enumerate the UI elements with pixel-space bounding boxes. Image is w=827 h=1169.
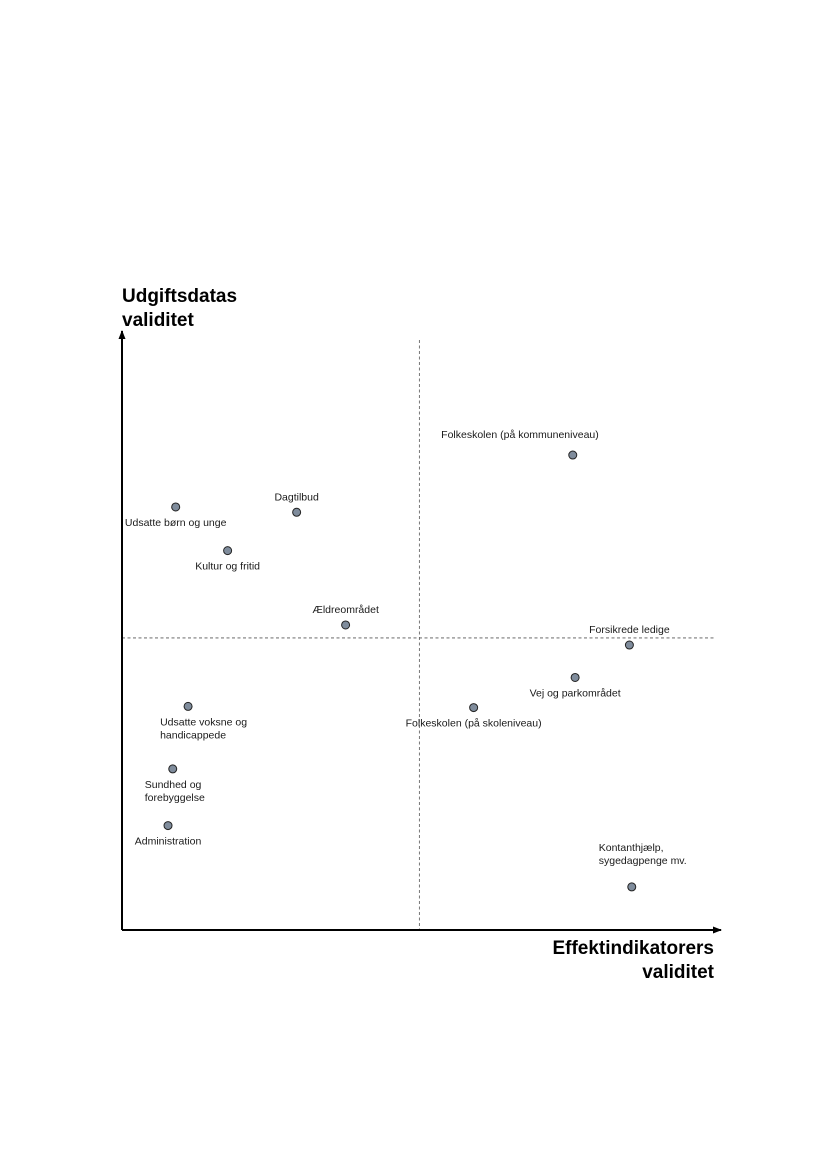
data-point xyxy=(341,620,351,630)
x-axis-title: Effektindikatorers validitet xyxy=(552,937,714,985)
data-point xyxy=(469,703,479,713)
point-label: Sundhed og forebyggelse xyxy=(145,779,205,804)
data-point xyxy=(568,450,578,460)
data-point xyxy=(183,701,193,711)
point-label: Udsatte voksne og handicappede xyxy=(160,716,247,741)
data-point xyxy=(223,546,233,556)
data-point xyxy=(624,640,634,650)
point-label: Ældreområdet xyxy=(312,604,379,616)
y-axis-title-line2: validitet xyxy=(122,310,194,331)
data-point xyxy=(168,764,178,774)
point-label: Folkeskolen (på skoleniveau) xyxy=(406,718,542,730)
point-label: Vej og parkområdet xyxy=(530,687,621,699)
point-label: Kultur og fritid xyxy=(195,561,260,573)
data-point xyxy=(627,882,637,892)
y-axis-title-line1: Udgiftsdatas xyxy=(122,286,238,307)
data-point xyxy=(292,507,302,517)
point-label: Kontanthjælp, sygedagpenge mv. xyxy=(599,842,687,867)
point-label: Dagtilbud xyxy=(274,491,319,503)
x-axis-title-line2: validitet xyxy=(642,962,714,983)
x-axis-title-line1: Effektindikatorers xyxy=(552,938,714,959)
point-label: Administration xyxy=(135,836,202,848)
point-label: Forsikrede ledige xyxy=(589,624,670,636)
y-axis-title: Udgiftsdatas validitet xyxy=(122,285,237,333)
data-point xyxy=(171,502,181,512)
data-point xyxy=(570,672,580,682)
point-label: Folkeskolen (på kommuneniveau) xyxy=(441,429,599,441)
point-label: Udsatte børn og unge xyxy=(125,517,227,529)
data-point xyxy=(163,821,173,831)
